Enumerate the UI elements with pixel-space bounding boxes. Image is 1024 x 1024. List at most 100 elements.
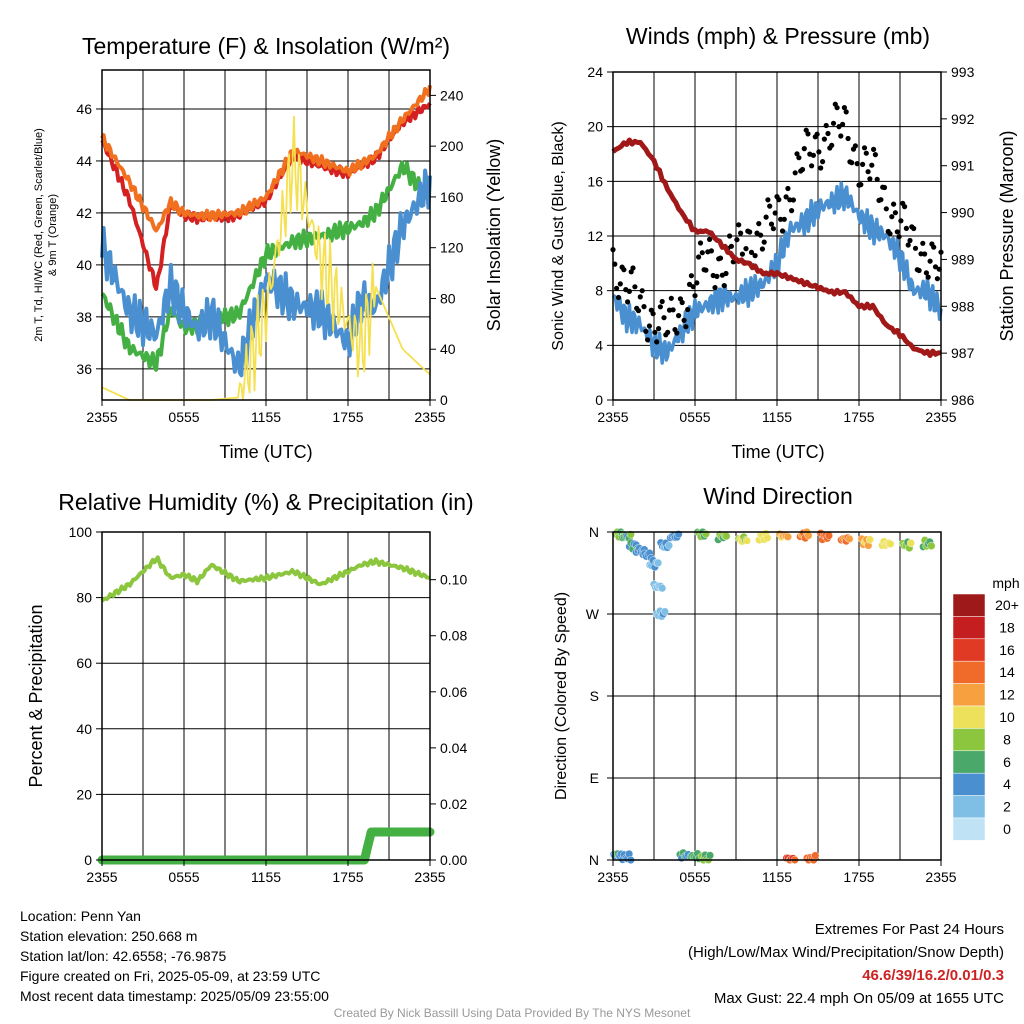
gust-point — [898, 218, 904, 224]
gust-point — [772, 210, 778, 216]
gust-point — [892, 210, 899, 216]
direction-point — [824, 531, 833, 540]
gust-point — [934, 276, 941, 282]
gust-point — [881, 184, 888, 191]
gust-point — [849, 160, 855, 166]
direction-panel: Wind Direction 2355 0555 1155 1755 2355NWSEN… — [553, 483, 1020, 885]
gust-point — [779, 228, 786, 234]
y2-tick-label: 993 — [951, 64, 975, 80]
colorbar-swatch — [952, 660, 986, 684]
gust-point — [614, 285, 620, 291]
gust-point — [767, 203, 773, 209]
gust-point — [652, 329, 658, 335]
gust-point — [685, 306, 691, 313]
x-tick-label: 2355 — [597, 409, 628, 425]
gust-point — [809, 163, 815, 169]
rh-title: Relative Humidity (%) & Precipitation (i… — [58, 489, 473, 515]
y2-tick-label: 200 — [440, 138, 464, 154]
y-tick-label: 44 — [76, 153, 92, 169]
y-tick-label: 0 — [84, 852, 92, 868]
gust-point — [736, 222, 742, 228]
wind-title: Winds (mph) & Pressure (mb) — [626, 23, 930, 49]
y2-tick-label: 986 — [951, 392, 975, 408]
gust-point — [883, 206, 889, 212]
gust-point — [794, 151, 800, 157]
y2-tick-label: 0.00 — [440, 852, 467, 868]
gust-point — [887, 231, 893, 237]
colorbar-label: 10 — [999, 709, 1015, 725]
y2-tick-label: 987 — [951, 345, 975, 361]
colorbar-label: 4 — [1003, 776, 1011, 792]
gust-point — [743, 246, 749, 252]
gust-point — [799, 166, 806, 173]
gust-point — [814, 131, 820, 137]
gust-point — [790, 197, 797, 203]
gust-point — [869, 162, 875, 168]
gust-point — [739, 251, 746, 257]
y2-tick-label: 240 — [440, 87, 464, 103]
x-tick-label: 1755 — [332, 409, 363, 425]
colorbar-label: 14 — [999, 664, 1015, 680]
gust-point — [668, 295, 674, 301]
pressure-line — [611, 137, 942, 358]
gust-point — [931, 244, 937, 250]
gust-point — [922, 251, 928, 257]
figure-created: Figure created on Fri, 2025-05-09, at 23… — [20, 968, 321, 984]
gust-point — [896, 234, 902, 240]
extremes-values: 46.6/39/16.2/0.01/0.3 — [862, 967, 1004, 984]
gust-point — [665, 329, 671, 335]
colorbar-label: 20+ — [995, 597, 1019, 613]
temperature-ylabel-line2: & 9m T (Orange) — [47, 194, 59, 276]
x-tick-label: 0555 — [679, 409, 710, 425]
y-tick-label: 20 — [76, 786, 92, 802]
gust-point — [932, 264, 939, 270]
station-elevation: Station elevation: 250.668 m — [20, 928, 198, 944]
direction-point — [906, 539, 915, 548]
gust-point — [654, 339, 660, 345]
wind-series — [610, 101, 944, 365]
gust-point — [889, 214, 895, 220]
gust-point — [625, 299, 631, 305]
gust-point — [785, 185, 791, 192]
gust-point — [761, 239, 767, 245]
colorbar-label: 8 — [1003, 731, 1011, 747]
gust-point — [643, 328, 649, 334]
y2-tick-label: 991 — [951, 158, 975, 174]
y2-tick-label: 992 — [951, 111, 975, 127]
y2-tick-label: 0.10 — [440, 572, 467, 588]
gust-point — [920, 240, 926, 246]
y-tick-label: 8 — [595, 283, 603, 299]
temperature-panel: Temperature (F) & Insolation (W/m²) 2355… — [33, 33, 504, 462]
gust-point — [641, 304, 647, 310]
gust-point — [756, 221, 762, 227]
gust-point — [845, 135, 851, 142]
gust-point — [768, 221, 775, 227]
gust-point — [792, 170, 798, 176]
direction-point — [783, 532, 792, 541]
direction-point — [811, 851, 820, 860]
gust-point — [778, 216, 784, 222]
x-tick-label: 1155 — [762, 869, 792, 885]
gust-point — [805, 131, 811, 137]
gust-point — [872, 152, 879, 158]
gust-point — [912, 245, 919, 251]
colorbar-label: 0 — [1003, 821, 1011, 837]
y-tick-label: 24 — [587, 64, 603, 80]
extremes-info: Extremes For Past 24 Hours (High/Low/Max… — [688, 918, 1004, 1010]
direction-point — [706, 851, 715, 860]
gust-point — [661, 315, 667, 321]
colorbar-swatch — [952, 705, 986, 729]
pressure-ylabel: Station Pressure (Maroon) — [997, 130, 1017, 341]
x-tick-label: 1155 — [251, 869, 281, 885]
colorbar-title: mph — [992, 575, 1019, 591]
y-tick-label: 40 — [76, 721, 92, 737]
gust-point — [727, 233, 733, 239]
y-tick-label: 60 — [76, 655, 92, 671]
y2-tick-label: 988 — [951, 298, 975, 314]
wind-ticks: 2355 0555 1155 1755 235504812162024986987988… — [587, 64, 974, 425]
y2-tick-label: 0.08 — [440, 628, 467, 644]
gust-point — [635, 308, 642, 314]
wind-panel: Winds (mph) & Pressure (mb) 2355 0555 1155… — [550, 23, 1017, 462]
gust-point — [776, 197, 782, 203]
